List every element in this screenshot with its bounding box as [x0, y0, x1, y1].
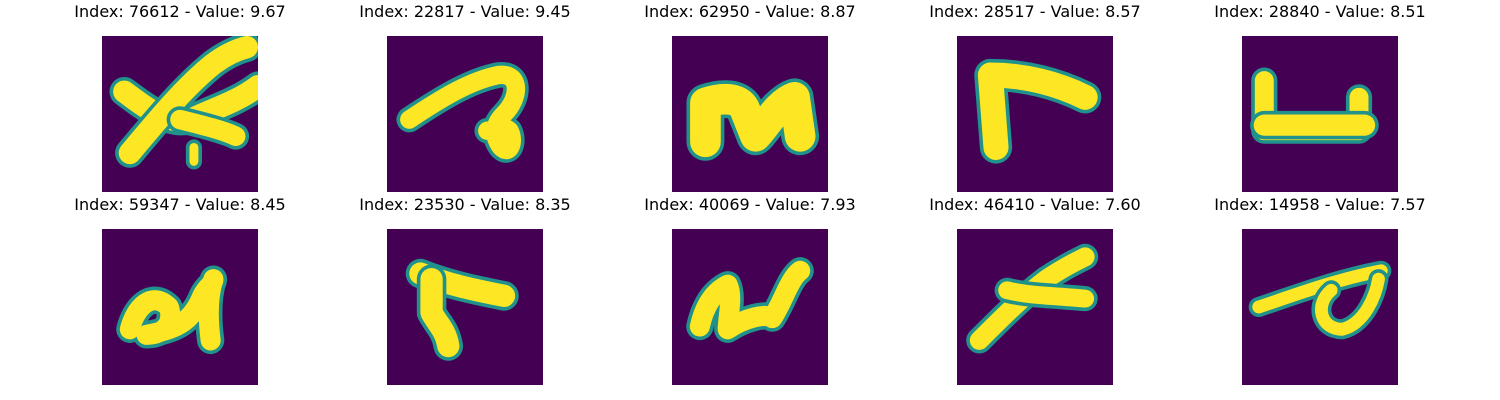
panel-title: Index: 23530 - Value: 8.35 — [359, 195, 571, 214]
image-panel-5: Index: 28840 - Value: 8.51 — [1190, 0, 1450, 192]
digit-image — [672, 229, 828, 385]
stroke-core — [1315, 272, 1385, 336]
image-panel-1: Index: 76612 - Value: 9.67 — [50, 0, 310, 192]
stroke-core — [969, 247, 1095, 350]
panel-title: Index: 28840 - Value: 8.51 — [1214, 2, 1426, 21]
panel-title: Index: 46410 - Value: 7.60 — [929, 195, 1141, 214]
digit-image — [387, 229, 543, 385]
stroke-core — [689, 260, 811, 340]
image-panel-9: Index: 46410 - Value: 7.60 — [905, 193, 1165, 385]
image-panel-3: Index: 62950 - Value: 8.87 — [620, 0, 880, 192]
digit-image — [387, 36, 543, 192]
panel-title: Index: 14958 - Value: 7.57 — [1214, 195, 1426, 214]
stroke-core — [998, 281, 1095, 308]
image-panel-4: Index: 28517 - Value: 8.57 — [905, 0, 1165, 192]
panel-title: Index: 40069 - Value: 7.93 — [644, 195, 856, 214]
digit-image — [1242, 36, 1398, 192]
stroke-core — [119, 269, 224, 351]
image-panel-7: Index: 23530 - Value: 8.35 — [335, 193, 595, 385]
image-panel-10: Index: 14958 - Value: 7.57 — [1190, 193, 1450, 385]
stroke-core — [170, 109, 246, 147]
stroke-core — [977, 62, 1098, 160]
digit-image — [672, 36, 828, 192]
panel-title: Index: 62950 - Value: 8.87 — [644, 2, 856, 21]
stroke-core — [690, 81, 816, 158]
stroke-core — [118, 36, 258, 165]
panel-title: Index: 28517 - Value: 8.57 — [929, 2, 1141, 21]
panel-title: Index: 22817 - Value: 9.45 — [359, 2, 571, 21]
image-panel-6: Index: 59347 - Value: 8.45 — [50, 193, 310, 385]
stroke-core — [420, 267, 460, 358]
digit-image — [1242, 229, 1398, 385]
stroke-core — [1252, 264, 1388, 314]
image-panel-2: Index: 22817 - Value: 9.45 — [335, 0, 595, 192]
digit-image — [957, 36, 1113, 192]
digit-image — [102, 229, 258, 385]
digit-image — [102, 36, 258, 192]
image-background — [387, 229, 543, 385]
image-panel-8: Index: 40069 - Value: 7.93 — [620, 193, 880, 385]
digit-image — [957, 229, 1113, 385]
panel-title: Index: 76612 - Value: 9.67 — [74, 2, 286, 21]
stroke-core — [400, 65, 526, 160]
panel-title: Index: 59347 - Value: 8.45 — [74, 195, 286, 214]
